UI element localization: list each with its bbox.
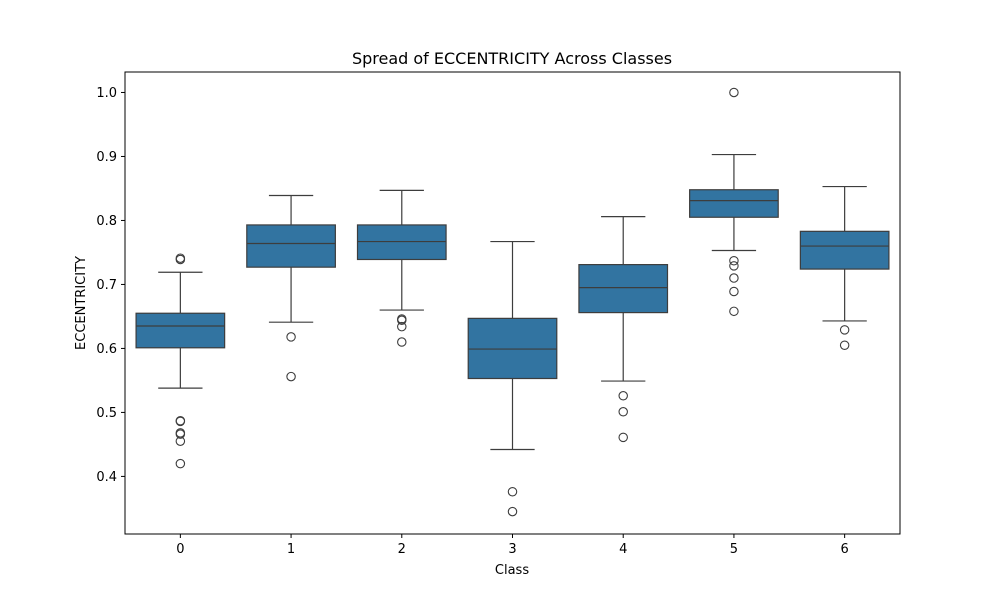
outlier-point bbox=[286, 371, 296, 382]
x-axis: 0 1 2 3 4 5 6 bbox=[176, 534, 849, 557]
outlier-point bbox=[729, 256, 739, 266]
outlier-point bbox=[729, 87, 739, 98]
outlier-point bbox=[175, 429, 186, 439]
chart-title: Spread of ECCENTRICITY Across Classes bbox=[352, 49, 672, 68]
box-group-4 bbox=[578, 216, 669, 443]
x-tick-label: 4 bbox=[619, 542, 627, 557]
outlier-point bbox=[507, 506, 518, 517]
y-axis-label: ECCENTRICITY bbox=[74, 256, 89, 350]
outlier-point bbox=[729, 286, 739, 297]
y-tick-label: 0.5 bbox=[96, 406, 117, 421]
outlier-point bbox=[618, 391, 628, 401]
box-group-2 bbox=[356, 189, 447, 347]
outlier-point bbox=[397, 337, 407, 347]
box-group-6 bbox=[799, 185, 890, 350]
box-group-0 bbox=[135, 253, 226, 469]
outlier-point bbox=[618, 407, 628, 417]
x-tick-label: 6 bbox=[841, 542, 849, 557]
outlier-point bbox=[729, 273, 739, 283]
iqr-box bbox=[578, 264, 669, 314]
outlier-point bbox=[175, 458, 186, 469]
y-tick-label: 0.4 bbox=[96, 470, 117, 485]
y-tick-label: 0.7 bbox=[96, 278, 117, 293]
outlier-point bbox=[175, 416, 186, 427]
y-tick-label: 1.0 bbox=[96, 86, 117, 101]
box-group-3 bbox=[467, 240, 558, 517]
box-group-1 bbox=[246, 194, 336, 382]
outlier-point bbox=[839, 340, 850, 350]
outlier-point bbox=[618, 432, 628, 443]
y-tick-label: 0.6 bbox=[96, 342, 117, 357]
outlier-point bbox=[397, 315, 407, 326]
x-tick-label: 0 bbox=[176, 542, 184, 557]
iqr-box bbox=[246, 224, 336, 268]
x-axis-label: Class bbox=[495, 563, 529, 578]
x-tick-label: 2 bbox=[398, 542, 406, 557]
iqr-box bbox=[467, 317, 558, 380]
outlier-point bbox=[286, 332, 296, 342]
plot-area bbox=[135, 87, 890, 517]
iqr-box bbox=[689, 189, 779, 218]
iqr-box bbox=[356, 224, 447, 261]
outlier-point bbox=[175, 253, 186, 263]
x-tick-label: 3 bbox=[508, 542, 516, 557]
iqr-box bbox=[799, 230, 890, 270]
x-tick-label: 5 bbox=[730, 542, 738, 557]
outlier-point bbox=[729, 306, 739, 317]
y-axis: 0.4 0.5 0.6 0.7 0.8 0.9 1.0 bbox=[96, 86, 125, 485]
outlier-point bbox=[397, 321, 407, 332]
outlier-point bbox=[175, 436, 186, 446]
outlier-point bbox=[507, 487, 518, 497]
outlier-point bbox=[729, 261, 739, 271]
y-tick-label: 0.9 bbox=[96, 150, 117, 165]
outlier-point bbox=[839, 325, 850, 335]
box-group-5 bbox=[689, 87, 779, 317]
x-tick-label: 1 bbox=[287, 542, 295, 557]
y-tick-label: 0.8 bbox=[96, 214, 117, 229]
iqr-box bbox=[135, 312, 226, 349]
